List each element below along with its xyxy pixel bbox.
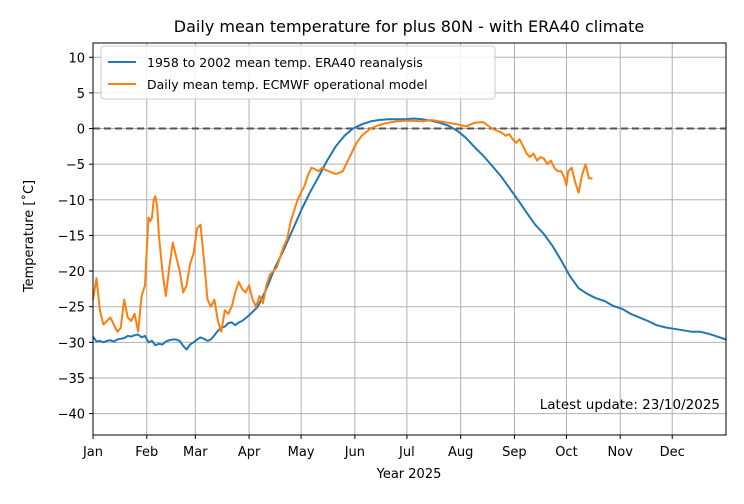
latest-update-annotation: Latest update: 23/10/2025: [540, 397, 720, 413]
ecmwf-daily-line: [92, 119, 593, 333]
x-tick-label: Sep: [502, 445, 527, 460]
legend-label-era40: 1958 to 2002 mean temp. ERA40 reanalysis: [147, 55, 423, 70]
y-tick-label: −30: [58, 336, 85, 351]
x-tick-label: Oct: [555, 445, 577, 460]
x-tick-label: Jul: [398, 445, 415, 460]
x-tick-label: Aug: [448, 445, 473, 460]
x-axis-label: Year 2025: [376, 467, 442, 482]
y-tick-label: −25: [58, 301, 85, 316]
y-tick-label: 10: [68, 51, 85, 66]
y-tick-label: −15: [58, 229, 85, 244]
x-tick-label: Dec: [660, 445, 685, 460]
x-tick-label: Feb: [135, 445, 158, 460]
y-tick-label: −10: [58, 194, 85, 209]
y-tick-label: −40: [58, 408, 85, 423]
y-tick-label: −5: [66, 158, 85, 173]
legend-label-ecmwf: Daily mean temp. ECMWF operational model: [147, 77, 428, 92]
y-axis-label: Temperature [˚C]: [21, 180, 37, 293]
y-tick-label: −35: [58, 372, 85, 387]
grid: [92, 43, 726, 435]
x-tick-label: Apr: [238, 445, 261, 460]
y-tick-label: 5: [77, 87, 85, 102]
chart-title: Daily mean temperature for plus 80N - wi…: [174, 17, 644, 36]
era40-mean-line: [92, 117, 727, 351]
y-axis: 10 5 0 −5 −10 −15 −20 −25 −30 −35 −40: [58, 51, 93, 423]
x-tick-label: Mar: [183, 445, 208, 460]
x-tick-label: Jan: [82, 445, 103, 460]
x-tick-label: Nov: [608, 445, 634, 460]
legend: 1958 to 2002 mean temp. ERA40 reanalysis…: [100, 45, 496, 100]
legend-box: [100, 45, 496, 100]
plot-frame: [92, 42, 727, 436]
x-tick-label: Jun: [344, 445, 365, 460]
series-layer: [92, 117, 727, 351]
x-tick-label: May: [288, 445, 315, 460]
y-tick-label: −20: [58, 265, 85, 280]
y-tick-label: 0: [77, 123, 85, 138]
x-axis: Jan Feb Mar Apr May Jun Jul Aug Sep Oct Nov Dec: [82, 435, 685, 460]
